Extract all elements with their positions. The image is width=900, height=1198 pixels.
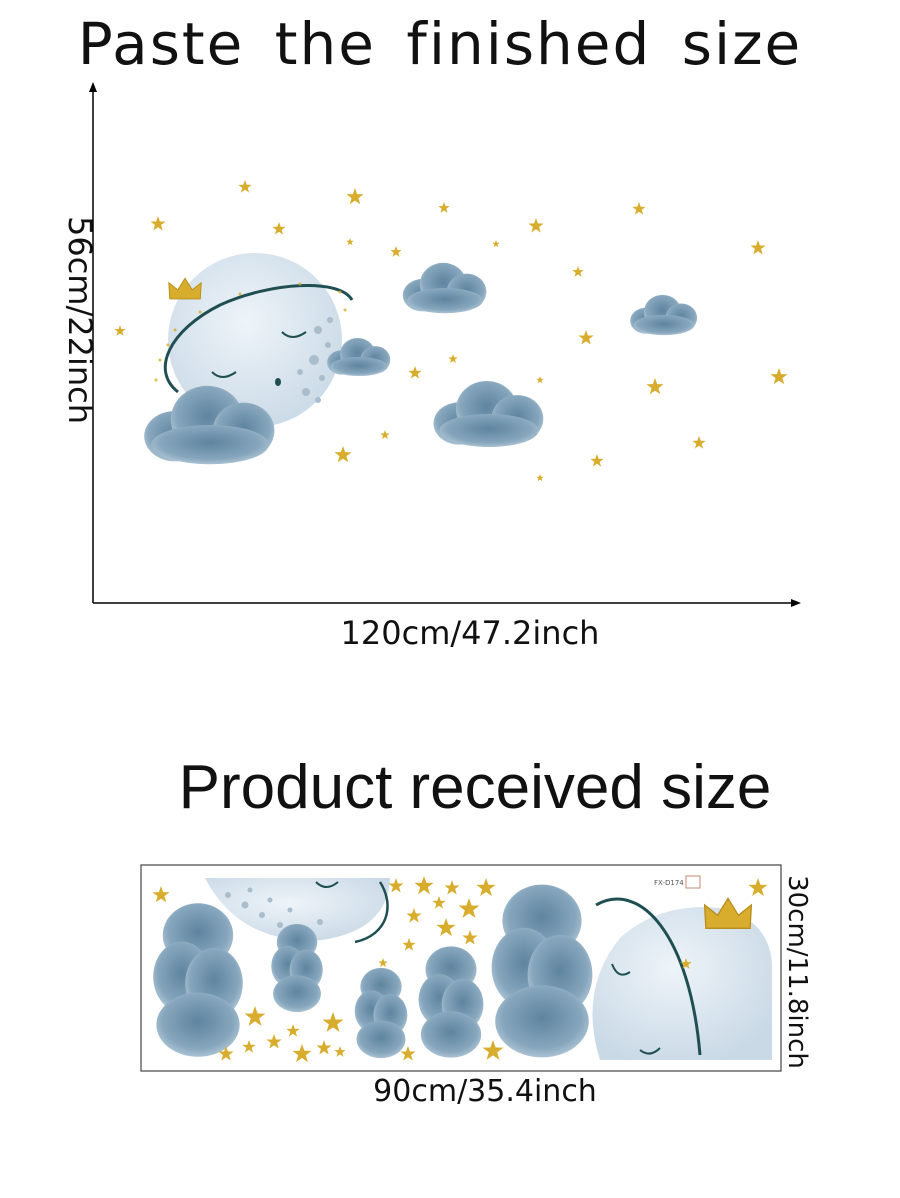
top-axes bbox=[89, 82, 801, 607]
cloud-icon bbox=[418, 946, 484, 1058]
received-height-label: 30cm/11.8inch bbox=[782, 875, 812, 1069]
logo-icon bbox=[685, 875, 701, 889]
cloud-icon bbox=[153, 903, 243, 1057]
moon-face-icon bbox=[592, 907, 772, 1060]
finished-size-title: Paste the finished size bbox=[77, 10, 803, 78]
received-width-label: 90cm/35.4inch bbox=[373, 1074, 597, 1109]
cloud-icon bbox=[630, 294, 698, 336]
moon-face-icon bbox=[168, 253, 342, 427]
moon-face-icon bbox=[205, 878, 390, 941]
cloud-icon bbox=[491, 884, 593, 1058]
finished-height-label: 56cm/22inch bbox=[61, 215, 99, 425]
finished-decal-illustration bbox=[114, 180, 788, 482]
cloud-icon bbox=[354, 967, 408, 1059]
received-size-title: Product received size bbox=[178, 753, 772, 822]
cloud-icon bbox=[402, 262, 487, 314]
finished-width-label: 120cm/47.2inch bbox=[340, 614, 600, 652]
cloud-icon bbox=[271, 923, 323, 1013]
cloud-icon bbox=[433, 380, 544, 448]
product-sheet: FX-D174 bbox=[140, 864, 782, 1072]
sheet-code: FX-D174 bbox=[654, 879, 684, 887]
